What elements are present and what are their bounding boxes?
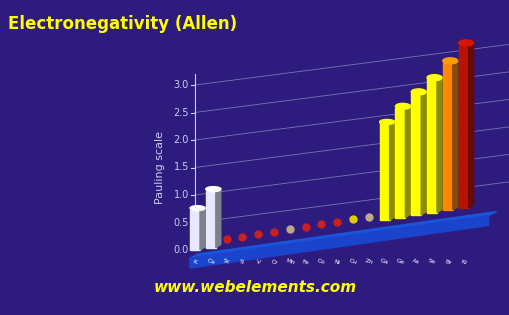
Ellipse shape xyxy=(410,89,426,95)
Polygon shape xyxy=(468,41,473,208)
Text: Br: Br xyxy=(443,259,451,265)
Polygon shape xyxy=(394,108,405,217)
Polygon shape xyxy=(442,62,452,210)
Text: Cu: Cu xyxy=(348,259,357,266)
Text: Ti: Ti xyxy=(239,259,245,265)
Text: Ga: Ga xyxy=(379,258,389,266)
Polygon shape xyxy=(420,90,426,215)
Polygon shape xyxy=(190,209,200,250)
Polygon shape xyxy=(389,120,394,220)
Text: Ni: Ni xyxy=(333,259,341,265)
Polygon shape xyxy=(379,123,389,220)
Ellipse shape xyxy=(394,103,410,109)
Text: Kr: Kr xyxy=(459,259,467,265)
Text: 0.5: 0.5 xyxy=(173,217,189,227)
Text: V: V xyxy=(255,259,261,265)
Text: Pauling scale: Pauling scale xyxy=(155,131,165,204)
Text: Fe: Fe xyxy=(301,259,309,265)
Text: Cr: Cr xyxy=(269,259,277,265)
Ellipse shape xyxy=(206,186,220,192)
Polygon shape xyxy=(436,76,441,213)
Text: 0.0: 0.0 xyxy=(174,245,189,255)
Text: www.webelements.com: www.webelements.com xyxy=(153,279,356,295)
Polygon shape xyxy=(190,211,496,258)
Polygon shape xyxy=(215,188,220,248)
Text: 1.0: 1.0 xyxy=(174,190,189,200)
Polygon shape xyxy=(426,79,436,213)
Polygon shape xyxy=(452,59,457,210)
Polygon shape xyxy=(410,93,420,215)
Polygon shape xyxy=(190,215,488,268)
Text: Zn: Zn xyxy=(363,259,373,266)
Text: K: K xyxy=(192,259,197,265)
Text: 3.0: 3.0 xyxy=(174,80,189,90)
Polygon shape xyxy=(206,191,215,248)
Text: Ge: Ge xyxy=(395,258,405,266)
Text: Electronegativity (Allen): Electronegativity (Allen) xyxy=(8,15,237,33)
Ellipse shape xyxy=(442,58,457,64)
Text: Mn: Mn xyxy=(284,258,294,266)
Text: 2.5: 2.5 xyxy=(173,107,189,117)
Text: Se: Se xyxy=(427,259,436,266)
Polygon shape xyxy=(200,207,205,250)
Polygon shape xyxy=(405,105,410,217)
Text: As: As xyxy=(411,259,419,265)
Ellipse shape xyxy=(190,206,205,211)
Ellipse shape xyxy=(379,119,394,124)
Polygon shape xyxy=(458,44,468,208)
Ellipse shape xyxy=(426,75,441,81)
Text: Co: Co xyxy=(316,259,325,266)
Text: Ca: Ca xyxy=(206,259,215,266)
Text: 1.5: 1.5 xyxy=(173,163,189,173)
Text: Sc: Sc xyxy=(222,259,231,265)
Text: 2.0: 2.0 xyxy=(173,135,189,145)
Ellipse shape xyxy=(458,40,473,46)
